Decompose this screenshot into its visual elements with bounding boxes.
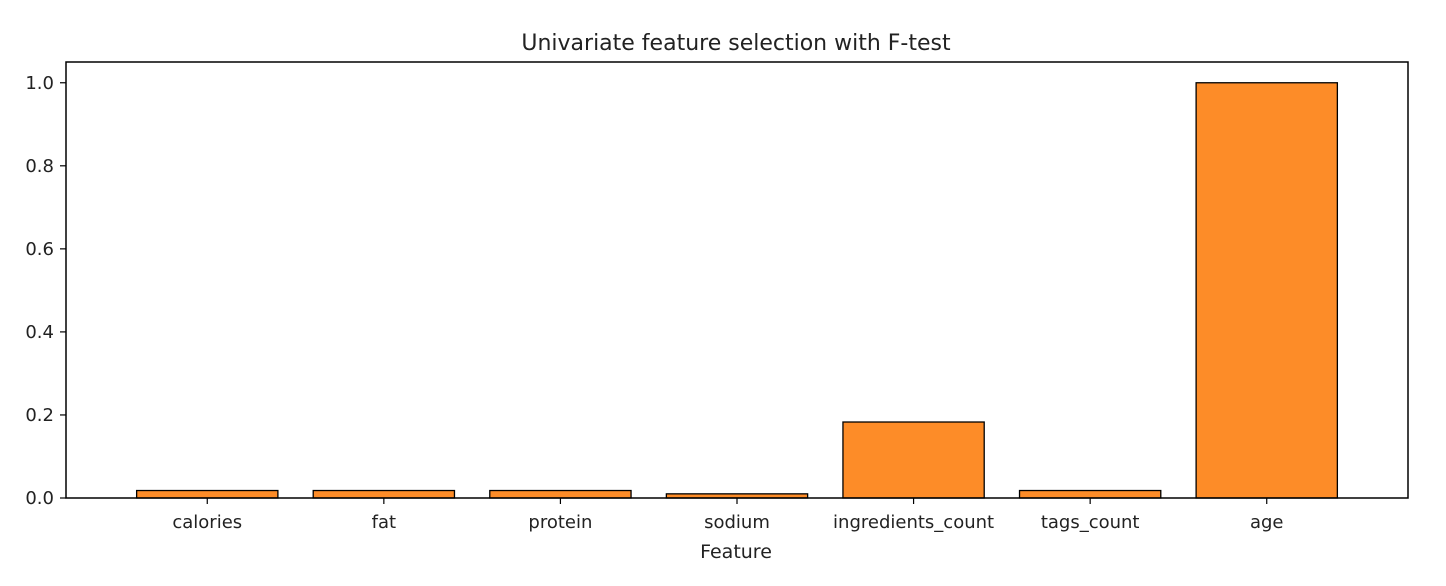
bars-group [135, 82, 1339, 499]
x-tick-label: calories [172, 512, 242, 533]
plot-frame [65, 61, 1409, 499]
chart-title: Univariate feature selection with F-test [521, 31, 951, 56]
x-tick-label: sodium [704, 512, 770, 533]
x-axis: calories fat protein sodium ingredients_coun… [172, 498, 1284, 533]
y-tick-label: 0.6 [25, 239, 54, 260]
bar-tags-count [1018, 489, 1162, 499]
y-tick-label: 0.4 [25, 322, 54, 343]
bar-protein [489, 489, 632, 499]
y-tick-label: 0.8 [25, 156, 54, 177]
bar-fat [312, 489, 456, 499]
x-tick-label: tags_count [1041, 512, 1140, 533]
x-tick-label: fat [372, 512, 396, 533]
bar-calories [135, 489, 279, 499]
bar-age [1195, 82, 1339, 499]
x-axis-label: Feature [700, 541, 772, 563]
x-tick-label: protein [528, 512, 592, 533]
y-axis: 0.0 0.2 0.4 0.6 0.8 1.0 [25, 73, 66, 509]
x-tick-label: ingredients_count [833, 512, 994, 533]
bar-ingredients-count [842, 421, 985, 499]
x-tick-label: age [1250, 512, 1284, 533]
y-tick-label: 1.0 [25, 73, 54, 94]
y-tick-label: 0.2 [25, 405, 54, 426]
y-tick-label: 0.0 [25, 488, 54, 509]
